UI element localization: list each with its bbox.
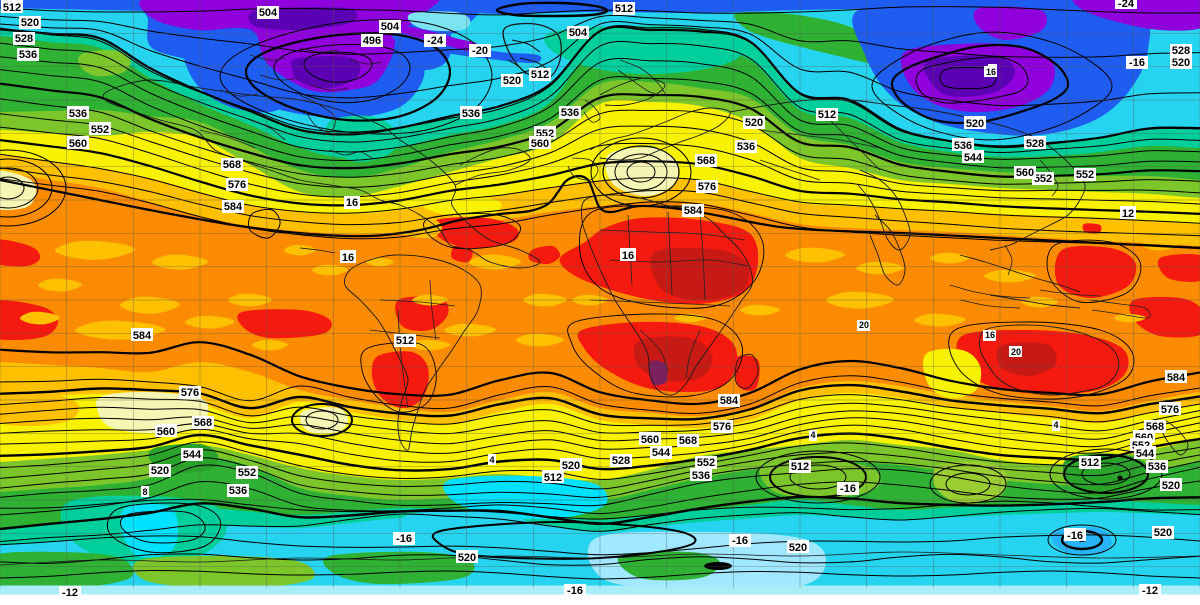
svg-text:568: 568: [679, 435, 697, 447]
svg-text:552: 552: [1076, 169, 1094, 181]
svg-text:584: 584: [1167, 372, 1186, 384]
svg-text:512: 512: [396, 335, 414, 347]
svg-text:520: 520: [745, 117, 763, 129]
svg-text:544: 544: [964, 152, 983, 164]
svg-text:-12: -12: [1142, 585, 1158, 597]
svg-text:520: 520: [789, 542, 807, 554]
svg-text:-24: -24: [427, 35, 444, 47]
svg-text:20: 20: [859, 320, 869, 330]
svg-text:536: 536: [561, 107, 579, 119]
svg-text:-16: -16: [567, 585, 583, 597]
svg-text:8: 8: [142, 487, 147, 497]
svg-text:520: 520: [562, 460, 580, 472]
svg-text:-16: -16: [840, 483, 856, 495]
svg-text:576: 576: [1161, 404, 1179, 416]
svg-text:528: 528: [15, 33, 33, 45]
svg-text:16: 16: [985, 330, 995, 340]
svg-text:-16: -16: [1129, 57, 1145, 69]
svg-text:536: 536: [229, 485, 247, 497]
svg-text:520: 520: [151, 465, 169, 477]
svg-text:504: 504: [569, 27, 588, 39]
svg-text:584: 584: [133, 330, 152, 342]
svg-text:560: 560: [641, 434, 659, 446]
svg-text:552: 552: [91, 124, 109, 136]
svg-text:528: 528: [1172, 45, 1190, 57]
svg-text:16: 16: [346, 197, 358, 209]
svg-text:512: 512: [818, 109, 836, 121]
svg-text:16: 16: [342, 252, 354, 264]
svg-text:512: 512: [544, 472, 562, 484]
svg-text:504: 504: [259, 7, 278, 19]
svg-text:-16: -16: [732, 535, 748, 547]
svg-text:-16: -16: [1067, 530, 1083, 542]
svg-text:20: 20: [1011, 347, 1021, 357]
svg-text:520: 520: [458, 552, 476, 564]
svg-text:536: 536: [692, 470, 710, 482]
svg-text:568: 568: [223, 159, 241, 171]
svg-text:-20: -20: [472, 45, 488, 57]
svg-text:568: 568: [194, 417, 212, 429]
svg-text:512: 512: [3, 2, 21, 14]
svg-text:536: 536: [462, 108, 480, 120]
svg-text:576: 576: [713, 421, 731, 433]
svg-text:528: 528: [612, 455, 630, 467]
svg-text:520: 520: [503, 75, 521, 87]
svg-text:504: 504: [381, 21, 400, 33]
svg-text:536: 536: [954, 140, 972, 152]
svg-text:4: 4: [489, 455, 494, 465]
svg-text:544: 544: [652, 447, 671, 459]
svg-text:544: 544: [1136, 448, 1155, 460]
svg-text:496: 496: [363, 35, 381, 47]
svg-text:584: 584: [224, 201, 243, 213]
svg-text:512: 512: [1081, 457, 1099, 469]
svg-text:520: 520: [1162, 480, 1180, 492]
svg-text:-24: -24: [1118, 0, 1135, 10]
svg-text:552: 552: [238, 467, 256, 479]
svg-text:560: 560: [69, 138, 87, 150]
svg-text:560: 560: [531, 138, 549, 150]
svg-text:584: 584: [684, 205, 703, 217]
svg-text:16: 16: [622, 250, 634, 262]
svg-text:4: 4: [1053, 420, 1058, 430]
svg-text:16: 16: [986, 67, 996, 77]
svg-text:520: 520: [966, 118, 984, 130]
svg-text:536: 536: [19, 49, 37, 61]
svg-text:536: 536: [1148, 461, 1166, 473]
svg-text:584: 584: [720, 395, 739, 407]
svg-text:512: 512: [615, 3, 633, 15]
svg-text:-12: -12: [62, 587, 78, 599]
svg-text:536: 536: [737, 141, 755, 153]
svg-text:544: 544: [183, 449, 202, 461]
svg-text:576: 576: [228, 179, 246, 191]
svg-text:528: 528: [1026, 138, 1044, 150]
svg-text:520: 520: [21, 17, 39, 29]
svg-text:12: 12: [1122, 208, 1134, 220]
svg-text:552: 552: [1034, 173, 1052, 185]
svg-text:576: 576: [698, 181, 716, 193]
svg-text:-16: -16: [396, 533, 412, 545]
svg-text:536: 536: [69, 108, 87, 120]
svg-text:520: 520: [1172, 57, 1190, 69]
svg-text:4: 4: [810, 430, 815, 440]
svg-text:560: 560: [1016, 167, 1034, 179]
svg-text:552: 552: [697, 457, 715, 469]
svg-text:576: 576: [181, 387, 199, 399]
svg-text:512: 512: [791, 461, 809, 473]
svg-text:520: 520: [1154, 527, 1172, 539]
svg-text:512: 512: [531, 69, 549, 81]
svg-text:568: 568: [697, 155, 715, 167]
svg-text:560: 560: [157, 426, 175, 438]
